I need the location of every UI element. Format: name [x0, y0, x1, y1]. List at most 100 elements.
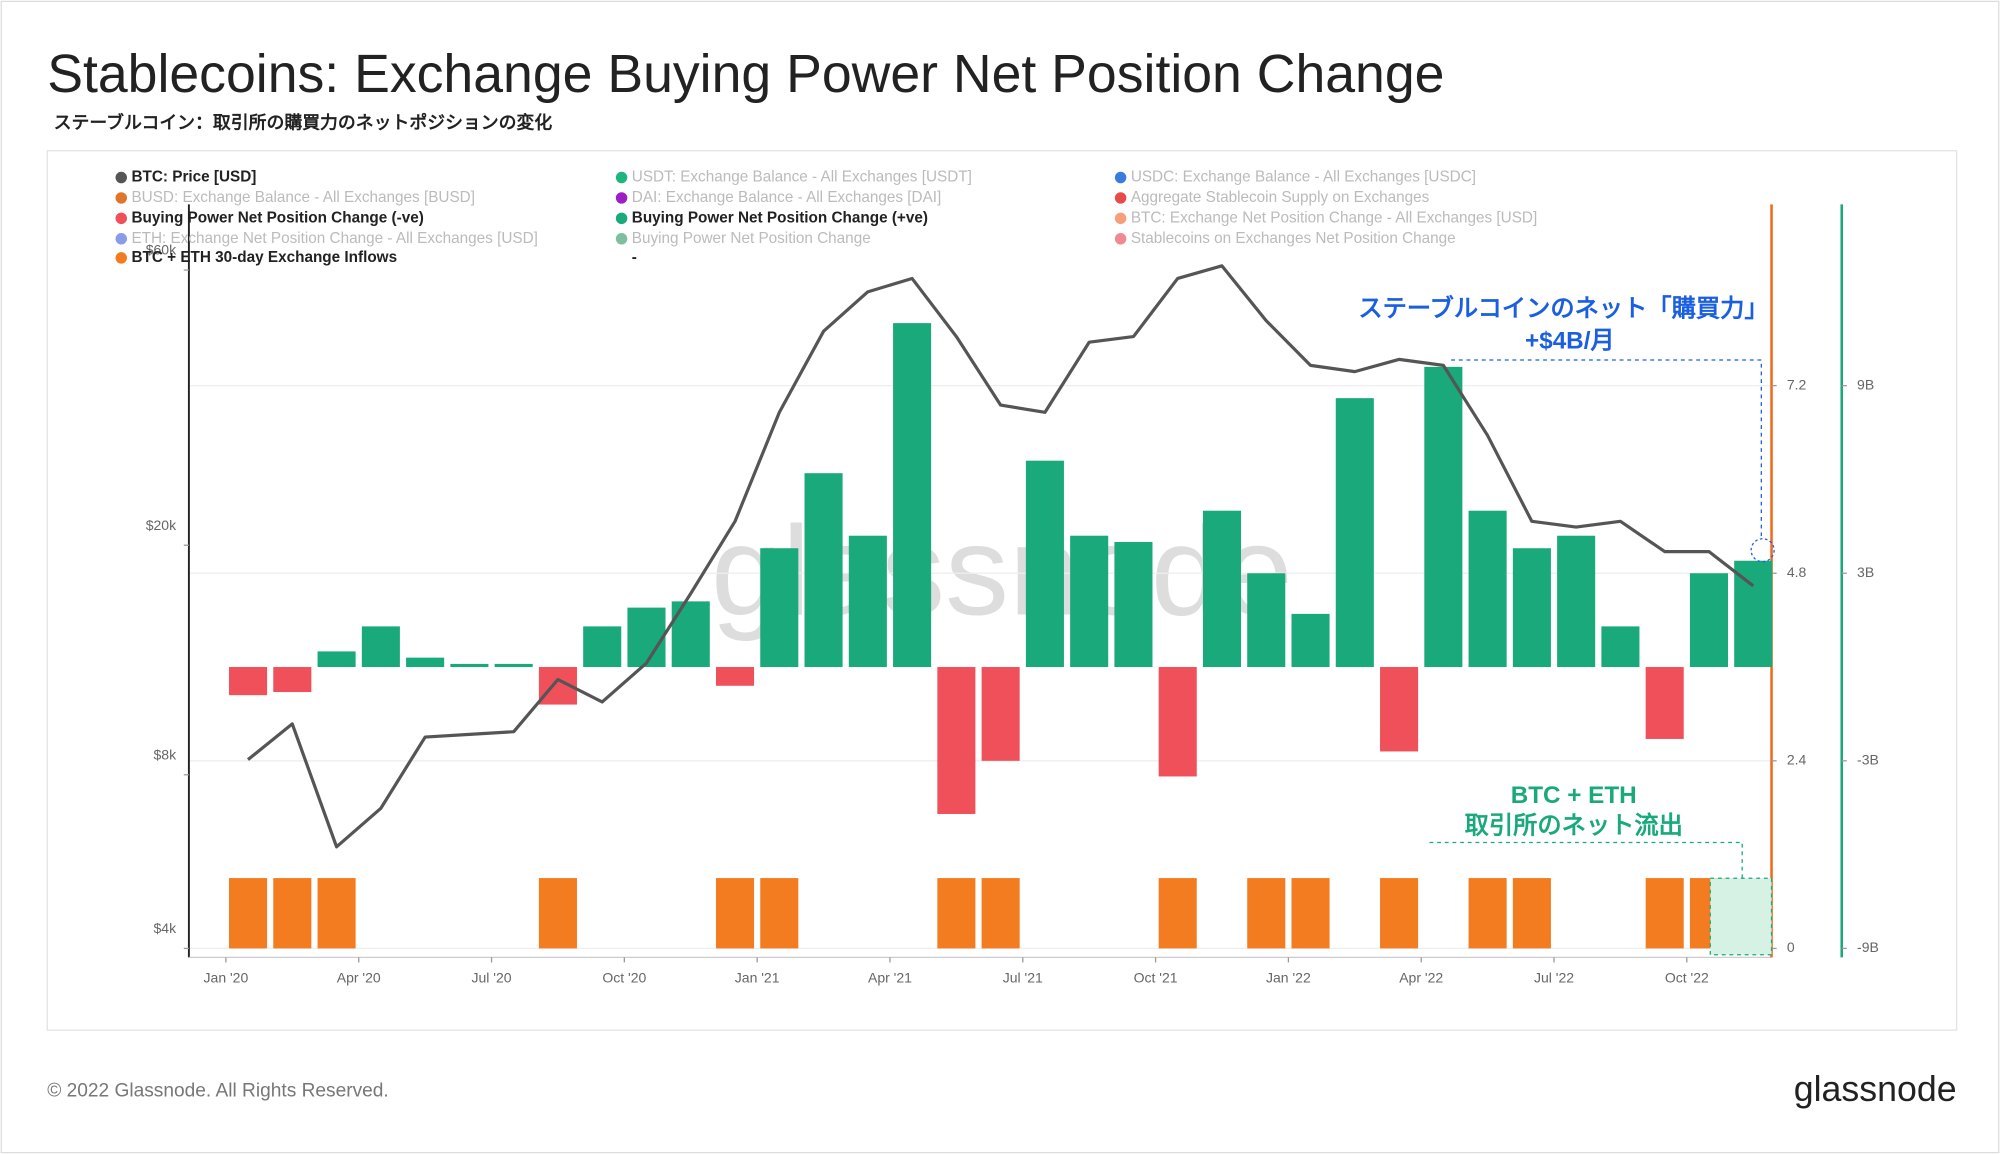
y-tick-label: $8k [154, 746, 178, 762]
x-tick-label: Apr '22 [1399, 970, 1443, 986]
annotation-circle [1750, 538, 1775, 563]
x-tick-label: Jul '22 [1534, 970, 1574, 986]
x-tick-label: Oct '21 [1134, 970, 1178, 986]
y3-tick-label: 2.4 [1787, 752, 1807, 768]
x-tick-label: Jul '20 [471, 970, 511, 986]
legend-marker [1114, 233, 1127, 245]
bar [273, 667, 312, 693]
legend-label: Buying Power Net Position Change (-ve) [131, 209, 423, 226]
legend-label: USDT: Exchange Balance - All Exchanges [… [632, 169, 972, 186]
x-tick-label: Jan '21 [735, 970, 780, 986]
annotation-line [1451, 359, 1762, 537]
bar [1689, 573, 1728, 668]
bar [1291, 613, 1330, 668]
y3-tick-label: 4.8 [1787, 564, 1807, 580]
bar [1202, 510, 1242, 668]
bar [229, 667, 268, 696]
legend-label: - [632, 249, 637, 266]
x-tick-label: Jan '20 [204, 970, 249, 986]
legend-marker [115, 252, 127, 264]
price-line [246, 264, 1755, 849]
bar [361, 626, 400, 668]
x-tick-label: Apr '20 [337, 970, 381, 986]
bar [760, 548, 799, 668]
bar [671, 601, 710, 668]
legend-marker [615, 212, 628, 225]
bar [760, 878, 799, 949]
bar [450, 663, 489, 668]
legend-label: Buying Power Net Position Change [632, 230, 871, 247]
bar [583, 626, 622, 668]
bar [1645, 878, 1684, 949]
bar [1557, 535, 1596, 668]
chart-subtitle: ステーブルコイン：取引所の購買力のネットポジションの変化 [54, 112, 553, 133]
legend-label: ETH: Exchange Net Position Change - All … [131, 230, 537, 247]
x-tick-label: Apr '21 [868, 970, 912, 986]
legend-label: Aggregate Stablecoin Supply on Exchanges [1131, 189, 1430, 206]
y2-tick-label: 3B [1857, 564, 1874, 580]
bar [317, 651, 356, 668]
legend-label: BTC: Price [USD] [131, 169, 256, 186]
bar [1025, 460, 1064, 668]
annotation-box [1709, 877, 1773, 956]
legend-label: BUSD: Exchange Balance - All Exchanges [… [131, 189, 475, 206]
legend-label: DAI: Exchange Balance - All Exchanges [D… [632, 189, 942, 206]
legend-marker [1114, 192, 1127, 204]
bar [273, 878, 312, 949]
y2-tick-label: 9B [1857, 376, 1874, 392]
legend-marker [1114, 171, 1127, 184]
bar [937, 878, 976, 949]
bar [1247, 573, 1286, 668]
y3-tick-label: 0 [1787, 939, 1795, 955]
y-tick-label: $60k [146, 242, 177, 258]
bar [1512, 878, 1551, 949]
bar [627, 607, 666, 668]
bar [981, 878, 1020, 949]
bar [538, 878, 577, 949]
bar [1468, 510, 1507, 668]
bar [1468, 878, 1507, 949]
legend-label: BTC: Exchange Net Position Change - All … [1131, 209, 1537, 226]
bar [1645, 667, 1684, 739]
bar [1070, 535, 1109, 668]
bar [1601, 626, 1640, 668]
legend-marker [615, 233, 628, 245]
bar [893, 323, 932, 668]
bar [494, 663, 533, 668]
bar [1335, 398, 1374, 668]
legend-marker [115, 212, 127, 225]
bar [229, 878, 268, 949]
x-tick-label: Jul '21 [1003, 970, 1043, 986]
legend-label: Buying Power Net Position Change (+ve) [632, 209, 928, 226]
annotation: BTC + ETH [1511, 782, 1637, 809]
bar [1424, 366, 1463, 668]
copyright: © 2022 Glassnode. All Rights Reserved. [47, 1080, 389, 1101]
bar [1380, 667, 1419, 752]
annotation: ステーブルコインのネット「購買力」 [1358, 295, 1768, 323]
bar [406, 657, 445, 668]
plot: $4k $8k $20k $60k 0 2.4 4.8 7.2 -9B -3B 3B 9B Jan '2… [146, 204, 1879, 986]
bar [804, 473, 843, 668]
y2-tick-label: -9B [1857, 939, 1879, 955]
bar [317, 878, 356, 949]
legend-marker [115, 192, 127, 204]
bar [937, 667, 976, 814]
bar [715, 667, 755, 686]
bar [1380, 878, 1419, 949]
bar [715, 878, 755, 949]
bar [1247, 878, 1286, 949]
legend-label: Stablecoins on Exchanges Net Position Ch… [1131, 230, 1456, 247]
legend-marker [1114, 212, 1127, 225]
bar [1734, 560, 1773, 668]
y-tick-label: $20k [146, 517, 177, 533]
annotation: 取引所のネット流出 [1465, 813, 1683, 840]
x-tick-label: Jan '22 [1266, 970, 1311, 986]
x-tick-label: Oct '20 [602, 970, 646, 986]
bar [1291, 878, 1330, 949]
legend-marker [115, 171, 127, 184]
y2-tick-label: -3B [1857, 752, 1879, 768]
legend-marker [615, 171, 628, 184]
y3-tick-label: 7.2 [1787, 376, 1807, 392]
legend-label: USDC: Exchange Balance - All Exchanges [… [1131, 169, 1476, 186]
